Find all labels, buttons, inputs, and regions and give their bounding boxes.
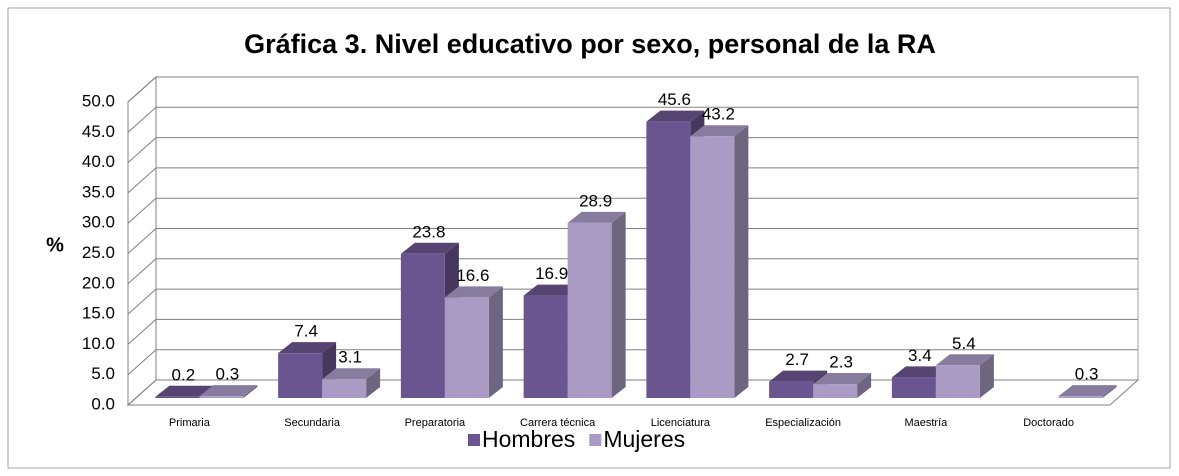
bar-side xyxy=(857,373,872,398)
y-tick-label: 20.0 xyxy=(82,273,115,292)
y-axis-label: % xyxy=(46,234,64,256)
bar xyxy=(690,125,749,398)
bar-front xyxy=(813,384,858,398)
bar-front xyxy=(444,297,489,398)
grid-line xyxy=(127,258,1138,285)
value-label: 0.3 xyxy=(1075,365,1099,384)
bar-front xyxy=(567,222,612,398)
bar-top xyxy=(646,110,705,122)
bar-top xyxy=(444,286,503,298)
x-tick-label: Doctorado xyxy=(1023,417,1074,429)
bar-front xyxy=(278,353,323,398)
value-label: 23.8 xyxy=(412,222,445,241)
bar-front xyxy=(199,396,244,398)
x-tick-label: Maestría xyxy=(904,417,948,429)
bar-front xyxy=(1058,396,1103,398)
bar xyxy=(199,385,258,398)
grid-line xyxy=(127,318,1138,345)
bar-front xyxy=(322,379,367,398)
value-label: 0.3 xyxy=(216,365,240,384)
bar xyxy=(444,286,503,398)
y-tick-label: 35.0 xyxy=(82,182,115,201)
bar-top xyxy=(523,284,582,296)
legend-swatch xyxy=(468,434,480,446)
bar-front xyxy=(891,377,936,398)
bar xyxy=(322,368,381,398)
x-tick-label: Licenciatura xyxy=(651,417,711,429)
grid-line xyxy=(127,76,1138,103)
value-label: 3.4 xyxy=(908,346,932,365)
bar-front xyxy=(690,136,735,398)
value-label: 16.9 xyxy=(535,264,568,283)
y-tick-label: 25.0 xyxy=(82,243,115,262)
grid-line xyxy=(127,167,1138,194)
bar-top xyxy=(278,342,337,354)
value-label: 43.2 xyxy=(702,105,735,124)
y-tick-label: 45.0 xyxy=(82,122,115,141)
bar xyxy=(935,354,994,398)
bar-front xyxy=(400,253,445,398)
value-label: 0.2 xyxy=(172,365,196,384)
y-tick-label: 15.0 xyxy=(82,304,115,323)
bar-top xyxy=(690,125,749,137)
value-label: 28.9 xyxy=(579,191,612,210)
legend-label: Hombres xyxy=(482,426,575,452)
bar-top xyxy=(813,373,872,385)
bar-top xyxy=(567,211,626,223)
value-label: 2.7 xyxy=(785,350,809,369)
bar-top xyxy=(891,366,950,378)
bar xyxy=(1058,385,1117,398)
bar-top xyxy=(400,242,459,254)
y-tick-label: 50.0 xyxy=(82,91,115,110)
bar-side xyxy=(1102,385,1117,398)
bar-front xyxy=(646,121,691,398)
legend-label: Mujeres xyxy=(603,426,685,452)
bar-side xyxy=(243,385,258,398)
bar-side xyxy=(366,368,381,398)
x-tick-label: Carrera técnica xyxy=(520,417,596,429)
y-tick-label: 5.0 xyxy=(91,364,115,383)
x-tick-label: Primaria xyxy=(169,417,211,429)
bar-top xyxy=(769,370,828,382)
x-tick-label: Preparatoria xyxy=(405,417,466,429)
value-label: 3.1 xyxy=(338,348,362,367)
bar-side xyxy=(488,286,503,398)
value-label: 5.4 xyxy=(952,334,976,353)
value-label: 2.3 xyxy=(829,353,853,372)
grid-line xyxy=(127,197,1138,224)
value-label: 7.4 xyxy=(294,322,318,341)
bar-side xyxy=(979,354,994,398)
grid-line xyxy=(127,137,1138,163)
y-tick-label: 30.0 xyxy=(82,213,115,232)
bar-front xyxy=(155,396,200,398)
bar-top xyxy=(155,385,214,397)
bar-front xyxy=(935,365,980,398)
grid-line xyxy=(127,349,1138,376)
y-tick-label: 40.0 xyxy=(82,152,115,171)
bar-side xyxy=(611,211,626,398)
bar-top xyxy=(935,354,994,366)
bar xyxy=(813,373,872,398)
grid-line xyxy=(127,228,1138,254)
value-label: 16.6 xyxy=(456,266,489,285)
bar-front xyxy=(523,295,568,398)
value-label: 45.6 xyxy=(658,90,691,109)
bar xyxy=(567,211,626,398)
y-tick-label: 10.0 xyxy=(82,334,115,353)
bar-top xyxy=(1058,385,1117,397)
bar-front xyxy=(769,381,814,398)
bar-side xyxy=(734,125,749,398)
x-tick-label: Secundaria xyxy=(284,417,341,429)
y-tick-label: 0.0 xyxy=(91,394,115,413)
grid-line xyxy=(127,288,1138,315)
chart-title: Gráfica 3. Nivel educativo por sexo, per… xyxy=(244,29,936,59)
legend-swatch xyxy=(589,434,602,446)
bar-top xyxy=(199,385,258,397)
bar-top xyxy=(322,368,381,380)
grid-line xyxy=(127,106,1138,133)
x-tick-label: Especialización xyxy=(765,417,841,429)
